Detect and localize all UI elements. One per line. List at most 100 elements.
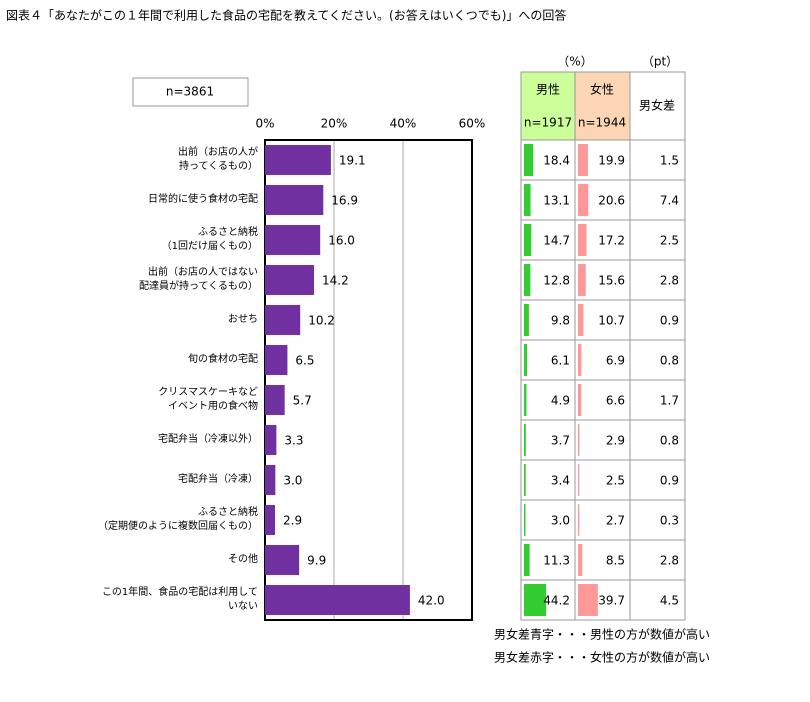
- male-value: 9.8: [551, 314, 570, 328]
- value-label: 14.2: [322, 274, 349, 288]
- male-bar: [524, 224, 532, 256]
- female-value: 20.6: [598, 194, 625, 208]
- female-bar: [578, 504, 580, 536]
- female-value: 6.6: [606, 394, 625, 408]
- column-header: 女性: [590, 82, 614, 97]
- value-label: 9.9: [307, 554, 326, 568]
- male-value: 3.4: [551, 474, 570, 488]
- diff-value: 2.5: [660, 234, 679, 248]
- male-bar: [524, 584, 547, 616]
- value-label: 19.1: [339, 154, 366, 168]
- category-label: 宅配弁当（冷凍）: [178, 474, 258, 485]
- table-cell: [574, 539, 631, 581]
- female-bar: [578, 264, 586, 296]
- category-label: 日常的に使う食材の宅配: [148, 194, 258, 205]
- bar: [265, 425, 277, 455]
- male-bar: [524, 264, 531, 296]
- table-cell: [629, 539, 686, 581]
- female-value: 2.7: [606, 514, 625, 528]
- female-bar: [578, 184, 589, 216]
- bar: [265, 305, 301, 335]
- female-header: [574, 71, 631, 141]
- male-value: 13.1: [543, 194, 570, 208]
- table-cell: [629, 459, 686, 501]
- female-bar: [578, 144, 588, 176]
- diff-value: 0.8: [660, 434, 679, 448]
- value-label: 16.9: [331, 194, 358, 208]
- male-bar: [524, 504, 526, 536]
- bar: [265, 345, 288, 375]
- table-cell: [629, 179, 686, 221]
- male-value: 18.4: [543, 154, 570, 168]
- value-label: 6.5: [295, 354, 314, 368]
- category-label: この1年間、食品の宅配は利用して いない: [101, 587, 258, 612]
- table-cell: [520, 459, 576, 501]
- table-cell: [629, 499, 686, 541]
- bar: [265, 505, 276, 535]
- value-label: 3.3: [284, 434, 303, 448]
- value-label: 5.7: [293, 394, 312, 408]
- table-cell: [574, 499, 631, 541]
- column-header: 男性: [536, 83, 560, 97]
- male-bar: [524, 304, 529, 336]
- male-value: 4.9: [551, 394, 570, 408]
- diff-value: 1.5: [660, 154, 679, 168]
- column-header: 男女差: [639, 98, 675, 113]
- category-label: 出前（お店の人が 持ってくるもの）: [178, 147, 258, 172]
- bar: [265, 145, 331, 175]
- diff-value: 2.8: [660, 274, 679, 288]
- male-bar: [524, 184, 531, 216]
- female-value: 19.9: [598, 154, 625, 168]
- category-label: クリスマスケーキなど イベント用の食べ物: [158, 387, 258, 412]
- female-value: 6.9: [606, 354, 625, 368]
- female-value: 15.6: [598, 274, 625, 288]
- value-label: 2.9: [283, 514, 302, 528]
- table-cell: [629, 139, 686, 181]
- male-value: 11.3: [543, 554, 570, 568]
- female-bar: [578, 464, 580, 496]
- diff-value: 1.7: [660, 394, 679, 408]
- plot-frame: [264, 139, 473, 621]
- table-cell: [574, 419, 631, 461]
- diff-value: 4.5: [660, 594, 679, 608]
- female-value: 8.5: [606, 554, 625, 568]
- female-bar: [578, 544, 583, 576]
- male-value: 3.7: [551, 434, 570, 448]
- female-value: 39.7: [598, 594, 625, 608]
- sample-size: n=3861: [166, 85, 214, 99]
- table-cell: [520, 499, 576, 541]
- male-bar: [524, 144, 534, 176]
- diff-header-cell: [629, 71, 686, 141]
- column-subheader: n=1944: [578, 116, 626, 130]
- value-label: 10.2: [308, 314, 335, 328]
- diff-value: 0.3: [660, 514, 679, 528]
- table-cell: [629, 579, 686, 621]
- bar: [265, 585, 410, 615]
- category-label: 旬の食材の宅配: [188, 354, 258, 365]
- table-cell: [629, 299, 686, 341]
- bar: [265, 185, 324, 215]
- bar: [265, 465, 276, 495]
- diff-value: 2.8: [660, 554, 679, 568]
- table-cell: [629, 419, 686, 461]
- female-bar: [578, 344, 582, 376]
- bar: [265, 385, 285, 415]
- male-header: [520, 71, 576, 141]
- x-tick-label: 60%: [459, 117, 486, 131]
- table-cell: [629, 379, 686, 421]
- male-value: 14.7: [543, 234, 570, 248]
- bar: [265, 225, 321, 255]
- female-bar: [578, 424, 580, 456]
- male-value: 6.1: [551, 354, 570, 368]
- column-subheader: n=1917: [524, 116, 572, 130]
- note: 男女差赤字・・・女性の方が数値が高い: [494, 650, 710, 665]
- male-bar: [524, 424, 526, 456]
- female-value: 2.9: [606, 434, 625, 448]
- x-tick-label: 20%: [321, 117, 348, 131]
- category-label: 宅配弁当（冷凍以外）: [158, 434, 258, 445]
- note: 男女差青字・・・男性の方が数値が高い: [494, 627, 710, 642]
- category-label: 出前（お店の人ではない 配達員が持ってくるもの）: [139, 267, 258, 292]
- unit-label: （%）: [557, 55, 592, 69]
